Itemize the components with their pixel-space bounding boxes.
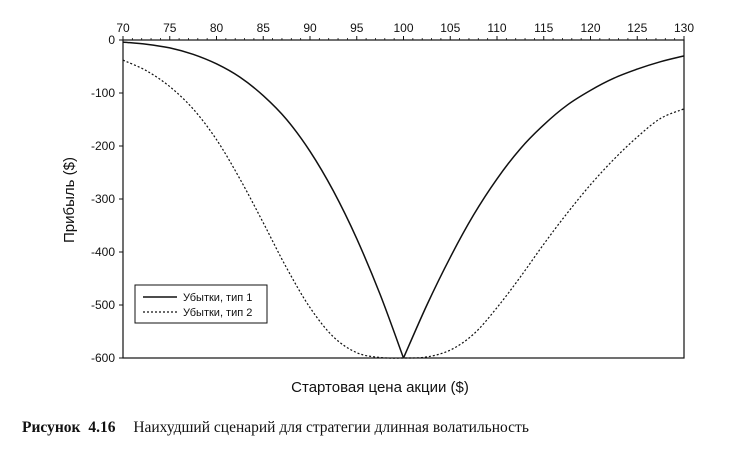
x-tick-label-11: 125: [627, 21, 647, 35]
x-tick-label-9: 115: [534, 21, 553, 35]
caption-label: Рисунок: [22, 419, 81, 436]
x-tick-label-12: 130: [674, 21, 694, 35]
x-tick-label-8: 110: [487, 21, 506, 35]
legend-label-2: Убытки, тип 2: [183, 307, 252, 319]
y-tick-label-3: -300: [91, 192, 115, 206]
x-tick-label-1: 75: [163, 21, 177, 35]
y-tick-label-0: 0: [108, 33, 115, 47]
y-tick-label-6: -600: [91, 351, 115, 365]
x-tick-label-2: 80: [210, 21, 224, 35]
legend-box: [134, 284, 268, 324]
chart: 70 75 80 85 90 95 100 105 110 115 120 125 130 0 -100 -2…: [61, 21, 694, 396]
x-tick-label-10: 120: [580, 21, 600, 35]
y-tick-label-4: -400: [91, 245, 115, 259]
caption-number: 4.16: [88, 419, 116, 436]
x-tick-label-6: 100: [393, 21, 413, 35]
figure-caption: Рисунок 4.16 Наихудший сценарий для стра…: [22, 419, 529, 437]
y-tick-label-2: -200: [91, 139, 115, 153]
x-axis-title: Стартовая цена акции ($): [291, 379, 469, 396]
series-line-1: [122, 41, 685, 359]
y-tick-label-1: -100: [91, 86, 115, 100]
x-tick-label-0: 70: [116, 21, 130, 35]
x-tick-label-5: 95: [350, 21, 364, 35]
legend-label-1: Убытки, тип 1: [183, 292, 252, 304]
x-tick-label-3: 85: [257, 21, 271, 35]
caption-text: Наихудший сценарий для стратегии длинная…: [133, 419, 529, 436]
y-tick-label-5: -500: [91, 298, 115, 312]
x-tick-label-4: 90: [303, 21, 317, 35]
x-tick-label-7: 105: [440, 21, 460, 35]
series-line-2: [122, 59, 685, 359]
y-axis-title: Прибыль ($): [61, 157, 78, 243]
